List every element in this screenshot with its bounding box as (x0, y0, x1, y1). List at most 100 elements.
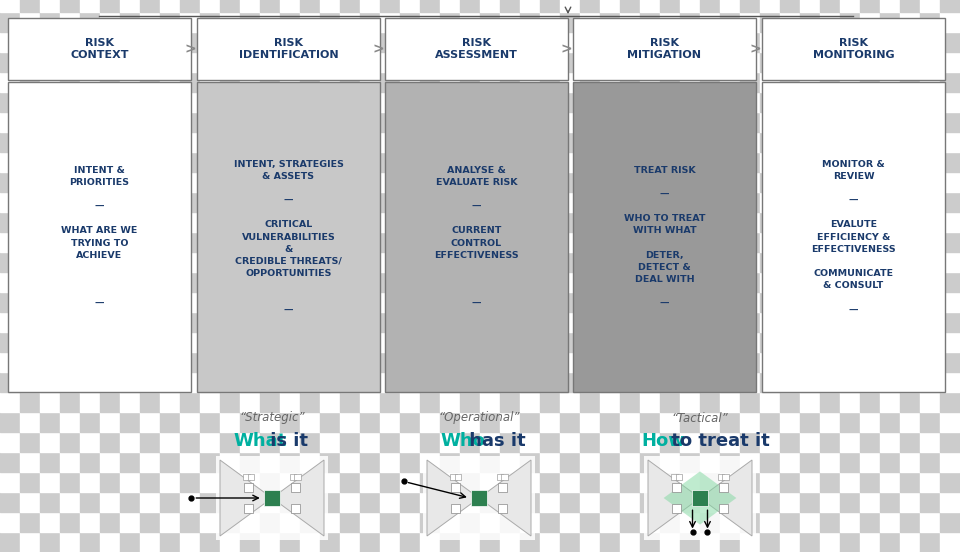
Bar (100, 252, 120, 272)
Bar (620, 92, 640, 112)
Bar (160, 472, 180, 492)
Bar (140, 152, 160, 172)
Bar (600, 332, 620, 352)
Bar (660, 472, 680, 492)
Bar (320, 532, 340, 552)
Bar (160, 272, 180, 292)
Bar (160, 172, 180, 192)
Bar (720, 72, 740, 92)
Bar (20, 492, 40, 512)
Bar (440, 132, 460, 152)
Bar (840, 252, 860, 272)
Bar (760, 232, 780, 252)
Bar (60, 352, 80, 372)
Bar (820, 512, 840, 532)
Bar (340, 372, 360, 392)
Bar (120, 72, 140, 92)
Bar (295, 474, 300, 480)
Bar (100, 312, 120, 332)
Bar (660, 52, 680, 72)
Bar (760, 292, 780, 312)
Bar (880, 0, 900, 12)
Bar (160, 372, 180, 392)
Bar (380, 132, 400, 152)
Bar (580, 392, 600, 412)
Bar (820, 392, 840, 412)
Bar (280, 92, 300, 112)
Text: “Tactical”: “Tactical” (672, 411, 729, 424)
Bar (240, 372, 260, 392)
Bar (40, 432, 60, 452)
Bar (840, 532, 860, 552)
Bar (800, 372, 820, 392)
Bar (640, 332, 660, 352)
Bar (620, 52, 640, 72)
Bar (640, 352, 660, 372)
Bar (280, 152, 300, 172)
Bar (260, 432, 280, 452)
Bar (380, 112, 400, 132)
Bar (840, 392, 860, 412)
Bar (560, 112, 580, 132)
Bar (880, 392, 900, 412)
Bar (700, 332, 720, 352)
Bar (80, 532, 100, 552)
Bar (900, 352, 920, 372)
Bar (180, 512, 200, 532)
Bar (120, 272, 140, 292)
Bar (520, 312, 540, 332)
Bar (820, 192, 840, 212)
Bar (640, 512, 660, 532)
Bar (580, 532, 600, 552)
Bar (640, 152, 660, 172)
Bar (280, 352, 300, 372)
Bar (900, 272, 920, 292)
Bar (720, 512, 740, 532)
Bar (500, 212, 520, 232)
Bar (800, 392, 820, 412)
Bar (160, 352, 180, 372)
Bar (340, 132, 360, 152)
Bar (460, 312, 480, 332)
Bar (420, 232, 440, 252)
Bar (140, 252, 160, 272)
Bar (700, 72, 720, 92)
Bar (600, 112, 620, 132)
Bar (140, 232, 160, 252)
Bar (660, 192, 680, 212)
Bar (900, 52, 920, 72)
Bar (920, 232, 940, 252)
Bar (20, 12, 40, 32)
Bar (940, 352, 960, 372)
Bar (320, 152, 340, 172)
Bar (420, 52, 440, 72)
Bar (100, 32, 120, 52)
Bar (260, 352, 280, 372)
Bar (20, 192, 40, 212)
Bar (660, 212, 680, 232)
Bar (400, 172, 420, 192)
Bar (740, 332, 760, 352)
Bar (140, 132, 160, 152)
Bar (560, 312, 580, 332)
Bar (480, 252, 500, 272)
Bar (80, 472, 100, 492)
Bar (620, 32, 640, 52)
Bar (780, 0, 800, 12)
Bar (120, 192, 140, 212)
Bar (100, 232, 120, 252)
Bar (420, 72, 440, 92)
Bar (400, 492, 420, 512)
Bar (380, 392, 400, 412)
Bar (640, 112, 660, 132)
Bar (300, 452, 320, 472)
Bar (360, 52, 380, 72)
Bar (460, 212, 480, 232)
Bar (600, 12, 620, 32)
Bar (320, 192, 340, 212)
Bar (600, 452, 620, 472)
Bar (60, 392, 80, 412)
Bar (300, 532, 320, 552)
Bar (580, 32, 600, 52)
Text: RISK
IDENTIFICATION: RISK IDENTIFICATION (239, 38, 338, 60)
